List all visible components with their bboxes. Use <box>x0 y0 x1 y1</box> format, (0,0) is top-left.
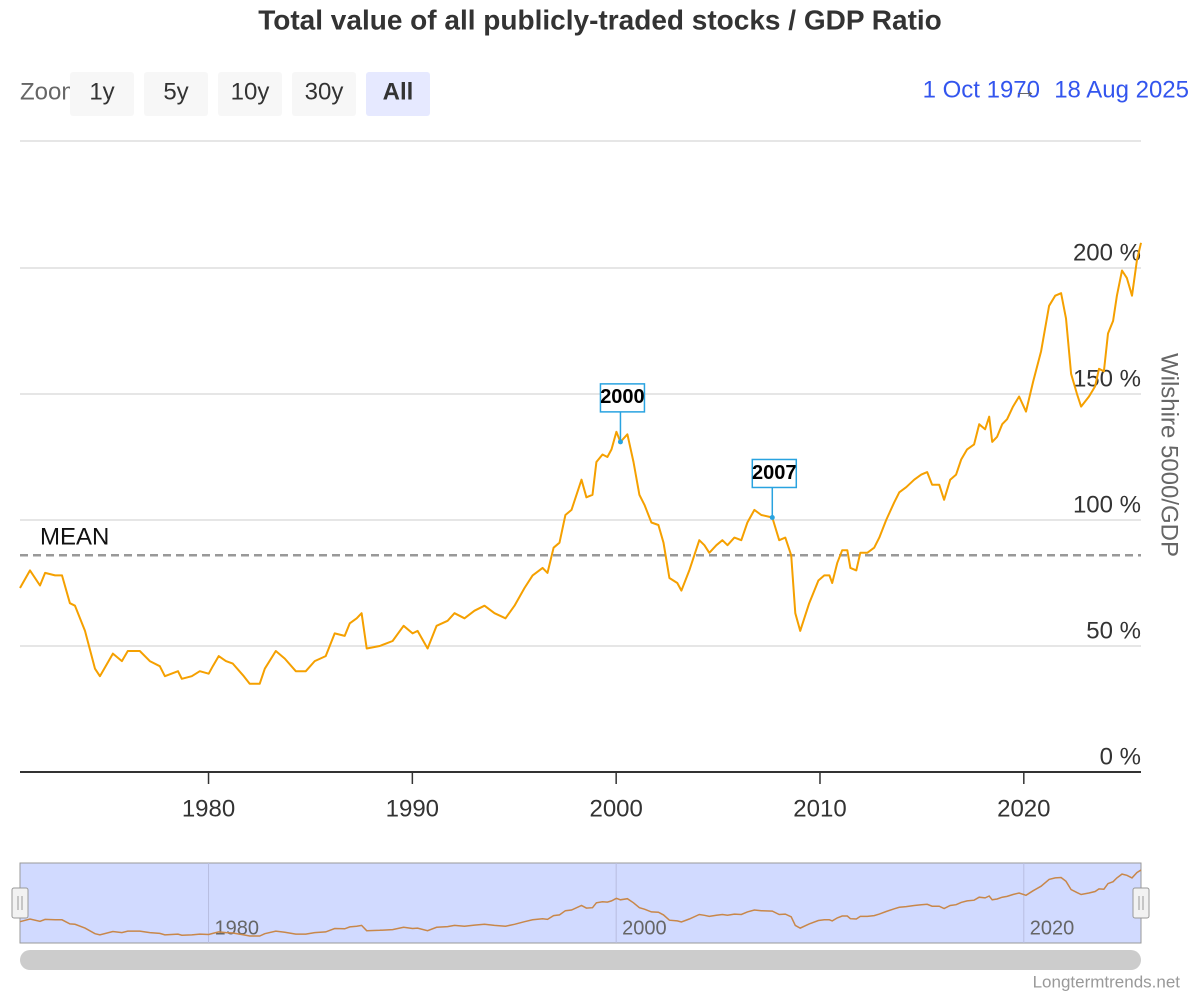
zoom-button[interactable] <box>366 72 430 116</box>
annotation-box <box>751 458 798 489</box>
zoom-button-label[interactable]: 10y <box>231 78 270 105</box>
zoom-button[interactable] <box>144 72 208 116</box>
scrollbar[interactable] <box>20 950 1141 970</box>
x-tick-label: 2010 <box>793 795 846 822</box>
x-tick-label: 1980 <box>182 795 235 822</box>
zoom-button-label[interactable]: 1y <box>89 78 114 105</box>
mean-label: MEAN <box>40 524 109 551</box>
range-separator: → <box>1013 76 1037 103</box>
navigator-series <box>19 869 1142 937</box>
annotation-label: 2007 <box>752 462 797 484</box>
chart-title: Total value of all publicly-traded stock… <box>258 4 942 35</box>
zoom-button[interactable] <box>292 72 356 116</box>
y-tick-label: 200 % <box>1073 239 1141 266</box>
navigator-tick-label: 2020 <box>1030 917 1075 939</box>
zoom-button[interactable] <box>70 72 134 116</box>
zoom-button[interactable] <box>218 72 282 116</box>
y-tick-label: 150 % <box>1073 365 1141 392</box>
navigator-mask[interactable] <box>19 862 1142 944</box>
zoom-button-label[interactable]: All <box>383 78 414 105</box>
navigator-handle[interactable] <box>11 887 29 919</box>
zoom-button-label[interactable]: 30y <box>305 78 344 105</box>
y-tick-label: 100 % <box>1073 491 1141 518</box>
y-tick-label: 50 % <box>1086 617 1141 644</box>
annotation-box <box>599 383 646 413</box>
x-tick-label: 1990 <box>386 795 439 822</box>
x-tick-label: 2000 <box>589 795 642 822</box>
series-line <box>19 242 1142 685</box>
range-start: 1 Oct 1970 <box>923 76 1040 103</box>
range-end: 18 Aug 2025 <box>1054 76 1189 103</box>
credits[interactable]: Longtermtrends.net <box>1033 972 1181 991</box>
navigator-handle[interactable] <box>1132 887 1150 919</box>
x-tick-label: 2020 <box>997 795 1050 822</box>
y-tick-label: 0 % <box>1100 743 1141 770</box>
zoom-button-label[interactable]: 5y <box>163 78 188 105</box>
annotation-point <box>617 439 623 445</box>
annotation-point <box>769 514 775 520</box>
navigator-tick-label: 2000 <box>622 917 667 939</box>
annotation-label: 2000 <box>600 386 645 408</box>
navigator-tick-label: 1980 <box>215 917 259 939</box>
y-axis-title: Wilshire 5000/GDP <box>1156 353 1183 557</box>
